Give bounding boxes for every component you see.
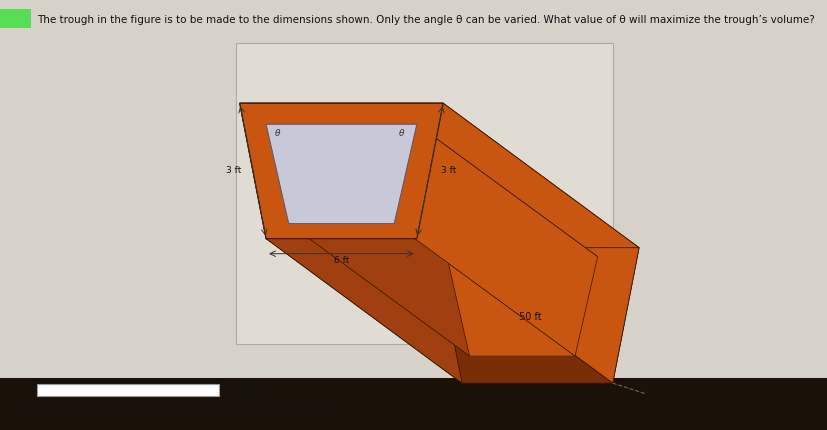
Polygon shape (240, 103, 461, 383)
Polygon shape (289, 224, 574, 356)
Polygon shape (265, 124, 416, 224)
Text: 3 ft: 3 ft (226, 166, 241, 175)
Text: 3 ft: 3 ft (440, 166, 456, 175)
Text: θ =: θ = (31, 383, 52, 396)
Text: θ: θ (399, 129, 404, 138)
Text: Note: Webwork understands the functions "arcsin" and "arccos".: Note: Webwork understands the functions … (25, 401, 340, 412)
Polygon shape (416, 103, 638, 383)
Polygon shape (240, 103, 442, 239)
Polygon shape (240, 103, 638, 248)
Text: The trough in the figure is to be made to the dimensions shown. Only the angle θ: The trough in the figure is to be made t… (37, 15, 814, 25)
Polygon shape (265, 239, 612, 383)
Bar (0, 0, 827, 378)
Bar (0, 9, 31, 28)
Text: 6 ft: 6 ft (333, 256, 349, 265)
Bar (236, 43, 612, 344)
Bar (37, 384, 219, 396)
Polygon shape (265, 124, 469, 356)
Polygon shape (435, 248, 638, 383)
Text: 50 ft: 50 ft (519, 312, 541, 322)
Text: θ: θ (275, 129, 280, 138)
Polygon shape (240, 103, 442, 239)
Polygon shape (394, 124, 597, 356)
Text: radians: radians (227, 383, 271, 396)
Polygon shape (265, 124, 597, 257)
